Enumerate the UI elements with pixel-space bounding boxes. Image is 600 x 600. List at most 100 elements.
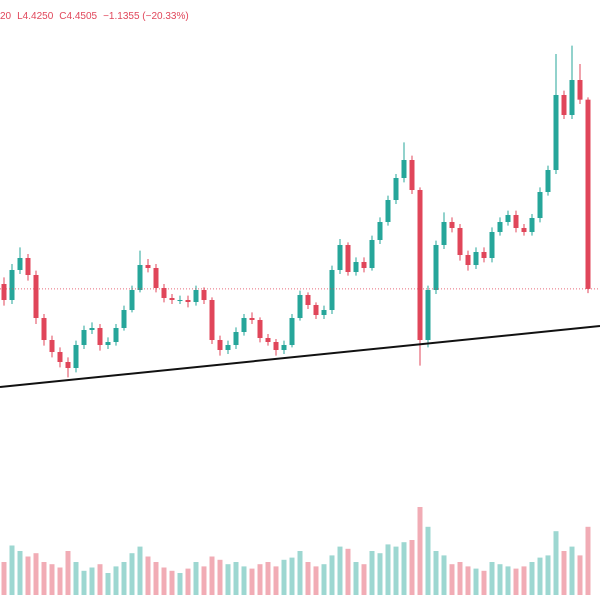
volume-bar <box>49 564 55 595</box>
volume-bar <box>537 557 543 595</box>
volume-bar <box>561 551 567 595</box>
volume-bar <box>273 566 279 595</box>
candle-body <box>553 95 559 170</box>
candle-body <box>489 232 495 258</box>
volume-bar <box>433 551 439 595</box>
volume-bar <box>489 562 495 595</box>
candle-body <box>193 290 199 302</box>
volume-bar <box>465 566 471 595</box>
candle-body <box>305 295 311 305</box>
volume-bar <box>201 566 207 595</box>
candle-body <box>505 215 511 222</box>
volume-bar <box>17 551 23 595</box>
candle-body <box>481 252 487 258</box>
candle-body <box>145 265 151 268</box>
volume-bar <box>425 526 431 595</box>
candle-body <box>273 342 279 350</box>
volume-bar <box>81 570 87 595</box>
candle-body <box>41 318 47 340</box>
candle-body <box>225 345 231 350</box>
volume-bar <box>481 570 487 595</box>
candle-body <box>33 275 39 318</box>
volume-bar <box>529 562 535 595</box>
candle-body <box>97 328 103 345</box>
volume-bar <box>345 548 351 595</box>
volume-bar <box>553 531 559 595</box>
ohlc-legend-item: C4.4505 <box>59 11 97 22</box>
volume-bar <box>385 544 391 595</box>
candle-body <box>185 300 191 302</box>
candle-body <box>345 245 351 272</box>
candle-body <box>449 222 455 228</box>
volume-bar <box>145 556 151 595</box>
candle-body <box>177 300 183 301</box>
candle-body <box>497 222 503 232</box>
candle-body <box>65 362 71 368</box>
volume-bar <box>297 551 303 595</box>
candle-body <box>569 80 575 115</box>
ohlc-legend-item: −1.1355 (−20.33%) <box>103 11 189 22</box>
candle-body <box>25 258 31 275</box>
candle-body <box>353 262 359 272</box>
candle-body <box>401 160 407 178</box>
candle-body <box>297 295 303 318</box>
volume-bar <box>65 551 71 595</box>
candle-body <box>249 318 255 320</box>
volume-bar <box>521 566 527 595</box>
candle-body <box>121 310 127 328</box>
volume-bar <box>217 559 223 595</box>
candle-body <box>9 270 15 300</box>
volume-bar <box>409 540 415 595</box>
candle-body <box>209 300 215 340</box>
candle-body <box>457 228 463 255</box>
volume-bar <box>57 567 63 595</box>
volume-bar <box>577 555 583 595</box>
volume-bar <box>105 573 111 595</box>
candle-body <box>417 190 423 340</box>
volume-bar <box>177 573 183 595</box>
volume-bar <box>209 556 215 595</box>
candle-body <box>521 228 527 232</box>
candle-layer <box>1 45 591 378</box>
ohlc-legend: 20 L4.4250 C4.4505 −1.1355 (−20.33%) <box>0 11 189 22</box>
candle-body <box>425 290 431 340</box>
volume-bar <box>449 564 455 595</box>
volume-bar <box>161 567 167 595</box>
candle-body <box>409 160 415 190</box>
candle-body <box>1 284 7 300</box>
candle-body <box>465 255 471 265</box>
volume-bar <box>417 507 423 595</box>
ohlc-legend-item: L4.4250 <box>17 11 54 22</box>
candle-body <box>337 245 343 270</box>
candle-body <box>369 240 375 268</box>
volume-bar <box>185 568 191 595</box>
volume-bar <box>393 546 399 595</box>
candle-body <box>433 245 439 290</box>
volume-bar <box>377 553 383 595</box>
candle-body <box>281 345 287 350</box>
candle-body <box>169 298 175 300</box>
volume-bar <box>257 564 263 595</box>
volume-bar <box>193 562 199 595</box>
volume-bar <box>153 562 159 595</box>
candle-body <box>129 290 135 310</box>
volume-bar <box>369 551 375 595</box>
volume-bar <box>129 553 135 595</box>
volume-bar <box>353 562 359 595</box>
volume-bar <box>505 566 511 595</box>
volume-bar <box>321 564 327 595</box>
volume-bar <box>265 562 271 595</box>
candle-body <box>201 290 207 300</box>
volume-bar <box>337 546 343 595</box>
trend-line <box>0 325 600 388</box>
volume-bar <box>233 562 239 595</box>
candle-body <box>385 200 391 222</box>
candle-body <box>57 352 63 362</box>
candle-body <box>313 305 319 315</box>
volume-bar <box>569 546 575 595</box>
volume-bar <box>497 564 503 595</box>
volume-bar <box>113 566 119 595</box>
candle-body <box>161 288 167 298</box>
volume-bar <box>401 542 407 595</box>
